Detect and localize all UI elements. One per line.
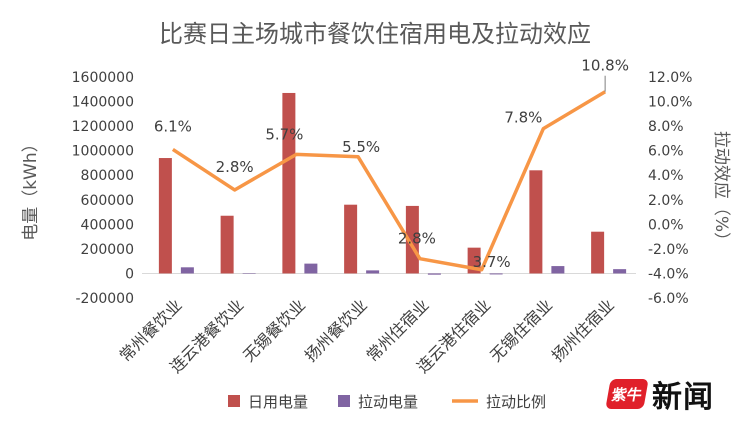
bar-daily-1 — [220, 215, 234, 274]
legend-label-1: 拉动电量 — [358, 393, 418, 411]
bar-driven-7 — [613, 269, 627, 274]
bar-driven-5 — [489, 273, 503, 275]
legend-label-2: 拉动比例 — [486, 393, 546, 411]
y-left-tick-label: 200000 — [81, 242, 134, 258]
y-left-tick-label: 1400000 — [72, 95, 134, 111]
chart-title: 比赛日主场城市餐饮住宿用电及拉动效应 — [159, 20, 591, 48]
y-left-axis-title: 电量（kWh） — [21, 135, 41, 240]
x-category-label: 扬州住宿业 — [548, 295, 618, 365]
x-category-label: 无锡餐饮业 — [239, 295, 309, 365]
legend-swatch-0 — [228, 395, 240, 407]
bar-daily-7 — [591, 231, 605, 274]
bar-driven-4 — [427, 273, 441, 275]
y-right-tick-label: -6.0% — [648, 291, 689, 307]
bar-driven-3 — [366, 270, 380, 274]
data-label-7: 10.8% — [581, 57, 629, 75]
y-right-tick-label: 8.0% — [648, 119, 684, 135]
y-right-tick-label: 4.0% — [648, 168, 684, 184]
y-left-tick-label: 0 — [125, 266, 134, 282]
bar-daily-4 — [405, 205, 419, 274]
bar-driven-2 — [304, 263, 318, 274]
bar-daily-2 — [282, 92, 296, 274]
logo-text: 新闻 — [652, 380, 714, 415]
data-label-6: 7.8% — [504, 109, 542, 127]
data-label-1: 2.8% — [216, 158, 254, 176]
data-label-3: 5.5% — [342, 138, 380, 156]
bar-daily-0 — [158, 158, 172, 274]
y-right-tick-label: 2.0% — [648, 193, 684, 209]
y-left-tick-label: 800000 — [81, 168, 134, 184]
data-label-0: 6.1% — [154, 117, 192, 135]
y-left-tick-label: 1600000 — [72, 70, 134, 86]
x-category-label: 无锡住宿业 — [486, 295, 556, 365]
logo-badge: 紫牛 — [605, 379, 649, 409]
bar-driven-0 — [180, 267, 194, 274]
y-right-tick-label: -2.0% — [648, 242, 689, 258]
bar-daily-3 — [344, 204, 358, 274]
source-logo: 紫牛 新闻 — [605, 372, 714, 416]
data-label-2: 5.7% — [265, 125, 303, 143]
y-right-tick-label: 10.0% — [648, 95, 692, 111]
y-right-tick-label: 6.0% — [648, 144, 684, 160]
y-right-tick-label: -4.0% — [648, 266, 689, 282]
legend-label-0: 日用电量 — [248, 393, 308, 411]
y-left-tick-label: -200000 — [76, 291, 135, 307]
y-right-axis-title: 拉动效应（%） — [711, 131, 731, 249]
y-left-tick-label: 1200000 — [72, 119, 134, 135]
data-label-4: 2.8% — [398, 230, 436, 248]
bar-daily-6 — [529, 170, 543, 274]
legend-swatch-1 — [338, 395, 350, 407]
y-left-tick-label: 400000 — [81, 217, 134, 233]
data-label-5: 3.7% — [473, 253, 511, 271]
y-left-tick-label: 600000 — [81, 193, 134, 209]
bar-driven-6 — [551, 266, 565, 274]
line-series-ratio — [171, 90, 607, 272]
x-category-label: 扬州餐饮业 — [301, 295, 371, 365]
y-left-tick-label: 1000000 — [72, 144, 134, 160]
y-right-tick-label: 12.0% — [648, 70, 692, 86]
bar-driven-1 — [242, 273, 256, 274]
y-right-tick-label: 0.0% — [648, 217, 684, 233]
